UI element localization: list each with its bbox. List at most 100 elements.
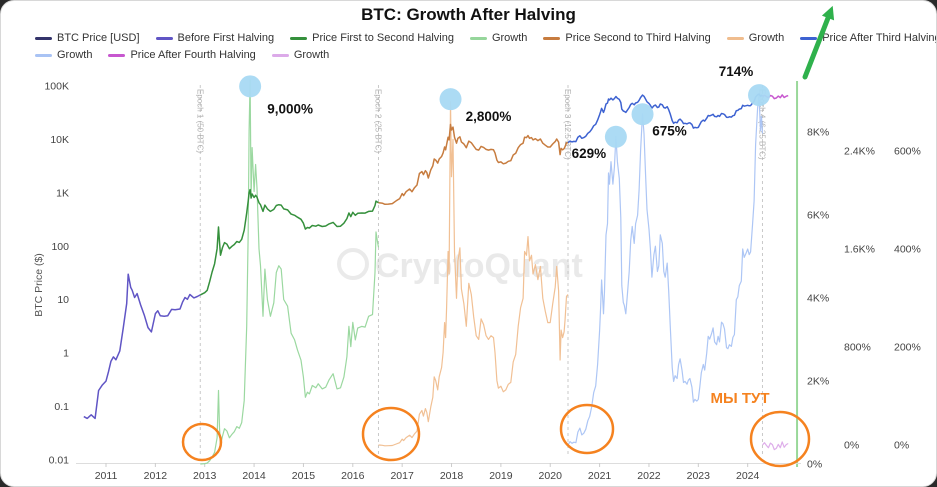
- annotation-dot-9-000-: [239, 75, 262, 98]
- x-tick-label: 2013: [193, 470, 217, 482]
- legend-swatch: [155, 36, 173, 40]
- legend-label: Growth: [748, 32, 785, 44]
- series-growth-growth3-8: [762, 441, 789, 451]
- price-tick-label: 100: [51, 241, 69, 253]
- annotation-label-629-: 629%: [572, 146, 607, 161]
- legend-label: BTC Price [USD]: [57, 32, 140, 44]
- annotation-dot-2-800-: [439, 88, 462, 111]
- legend-swatch: [35, 53, 52, 57]
- highlight-circle-1: [181, 422, 223, 462]
- legend-item-growth[interactable]: Growth: [469, 32, 528, 44]
- growth1-tick-label: 6K%: [807, 210, 829, 222]
- legend-label: Price Second to Third Halving: [565, 32, 711, 44]
- halving-label-2: Epoch 2 (25 BTC): [373, 89, 382, 153]
- annotation-dot-714-: [748, 84, 771, 107]
- legend-swatch: [108, 53, 126, 57]
- legend-item-before-first-halving[interactable]: Before First Halving: [155, 32, 275, 44]
- growth3-tick-label: 200%: [894, 342, 921, 354]
- price-tick-label: 1K: [56, 187, 69, 199]
- legend-label: Before First Halving: [177, 32, 275, 44]
- legend-swatch: [543, 36, 561, 40]
- x-tick-label: 2020: [539, 470, 563, 482]
- annotation-dot-675-: [631, 103, 654, 126]
- growth3-tick-label: 400%: [894, 244, 921, 256]
- highlight-circle-4: [749, 410, 811, 468]
- price-tick-label: 0.1: [54, 401, 69, 413]
- price-tick-label: 10K: [50, 134, 69, 146]
- growth2-tick-label: 2.4K%: [844, 146, 875, 158]
- growth2-tick-label: 0%: [844, 440, 859, 452]
- legend-swatch: [800, 36, 818, 40]
- annotation-label-2-800-: 2,800%: [466, 109, 512, 124]
- x-tick-label: 2015: [292, 470, 316, 482]
- price-tick-label: 10: [57, 294, 69, 306]
- x-tick-label: 2023: [687, 470, 711, 482]
- annotation-label-714-: 714%: [719, 64, 754, 79]
- trend-arrow-head-icon: [821, 5, 835, 21]
- series-growth-growth2-4: [378, 101, 569, 447]
- page-title: BTC: Growth After Halving: [361, 5, 576, 24]
- legend: BTC Price [USD] Before First Halving Price…: [35, 32, 936, 66]
- legend-item-growth[interactable]: Growth: [35, 49, 92, 61]
- growth2-tick-label: 800%: [844, 342, 871, 354]
- legend-row-1: BTC Price [USD] Before First Halving Price…: [35, 32, 936, 44]
- series-growth-growth3-6: [567, 94, 764, 446]
- legend-swatch: [726, 36, 744, 40]
- legend-label: Growth: [491, 32, 528, 44]
- x-tick-label: 2024: [736, 470, 760, 482]
- x-tick-label: 2011: [95, 470, 118, 482]
- legend-label: Growth: [293, 49, 330, 61]
- watermark: CryptoQuant: [375, 247, 583, 285]
- watermark-logo-icon: [337, 248, 369, 280]
- growth2-tick-label: 1.6K%: [844, 244, 875, 256]
- legend-item-growth[interactable]: Growth: [271, 49, 330, 61]
- price-tick-label: 1: [63, 348, 69, 360]
- legend-swatch: [469, 36, 487, 40]
- annotation-label-9-000-: 9,000%: [267, 101, 313, 116]
- series-price-second-to-third-halving: [378, 123, 569, 206]
- price-tick-label: 0.01: [49, 455, 70, 467]
- legend-item-growth[interactable]: Growth: [726, 32, 785, 44]
- x-tick-label: 2012: [144, 470, 168, 482]
- x-tick-label: 2017: [390, 470, 414, 482]
- price-tick-label: 100K: [44, 80, 69, 92]
- x-tick-label: 2019: [489, 470, 513, 482]
- growth1-tick-label: 2K%: [807, 376, 829, 388]
- legend-item-price-second-to-third-halving[interactable]: Price Second to Third Halving: [543, 32, 711, 44]
- legend-swatch: [271, 53, 289, 57]
- growth1-tick-label: 8K%: [807, 127, 829, 139]
- x-tick-label: 2021: [588, 470, 612, 482]
- trend-arrow-shaft: [802, 15, 831, 80]
- highlight-circle-2: [361, 406, 421, 462]
- series-growth-growth1-2: [200, 79, 380, 465]
- legend-label: Price After Third Halving: [822, 32, 937, 44]
- legend-item-price-after-third-halving[interactable]: Price After Third Halving: [800, 32, 937, 44]
- legend-label: Price First to Second Halving: [312, 32, 454, 44]
- growth1-tick-label: 4K%: [807, 293, 829, 305]
- series-price-after-third-halving: [567, 93, 764, 144]
- growth3-tick-label: 0%: [894, 440, 909, 452]
- legend-item-price-first-to-second-halving[interactable]: Price First to Second Halving: [290, 32, 454, 44]
- legend-swatch: [290, 36, 308, 40]
- halving-label-3: Epoch 3 (12.5 BTC): [563, 89, 572, 160]
- x-tick-label: 2014: [242, 470, 266, 482]
- growth3-tick-label: 600%: [894, 146, 921, 158]
- annotation-label-675-: 675%: [652, 123, 687, 138]
- legend-item-btc-price-usd-[interactable]: BTC Price [USD]: [35, 32, 140, 44]
- x-tick-label: 2018: [440, 470, 464, 482]
- legend-label: Price After Fourth Halving: [130, 49, 256, 61]
- annotation-dot-629-: [604, 125, 627, 148]
- legend-row-2: Growth Price After Fourth Halving Growth: [35, 49, 928, 61]
- legend-label: Growth: [57, 49, 93, 61]
- we-are-here-label: МЫ ТУТ: [710, 390, 769, 407]
- halving-label-1: Epoch 1 (50 BTC): [195, 89, 204, 153]
- series-price-first-to-second-halving: [199, 188, 379, 296]
- highlight-circle-3: [559, 403, 615, 455]
- legend-item-price-after-fourth-halving[interactable]: Price After Fourth Halving: [108, 49, 256, 61]
- x-tick-label: 2016: [341, 470, 365, 482]
- legend-swatch: [35, 36, 52, 40]
- growth1-tick-label: 0%: [807, 459, 822, 471]
- x-tick-label: 2022: [637, 470, 661, 482]
